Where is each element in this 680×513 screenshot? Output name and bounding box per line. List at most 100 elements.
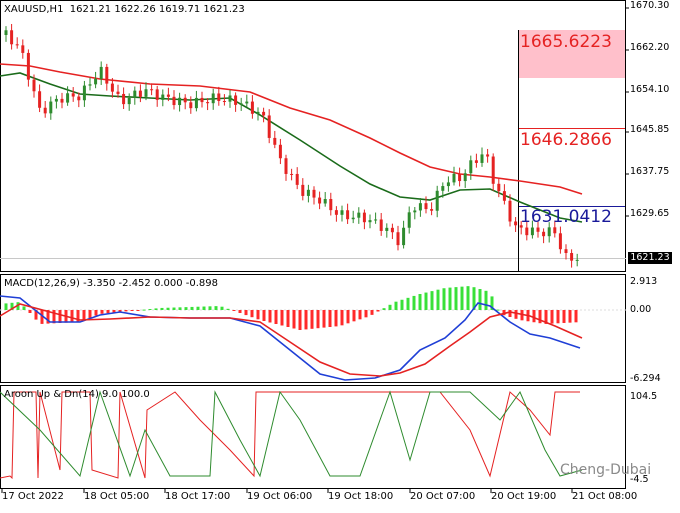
candle-body bbox=[26, 52, 30, 80]
histogram-bar bbox=[148, 309, 152, 310]
level-label-mid[interactable]: 1646.2866 bbox=[520, 130, 612, 150]
histogram-bar bbox=[544, 310, 548, 324]
candle-body bbox=[334, 210, 338, 215]
candle-body bbox=[424, 203, 428, 210]
candle-body bbox=[4, 30, 8, 35]
candle-body bbox=[413, 210, 417, 213]
histogram-bar bbox=[406, 297, 410, 310]
histogram-bar bbox=[574, 310, 578, 323]
histogram-bar bbox=[484, 290, 488, 310]
aroon-axis-label: -4.5 bbox=[630, 474, 649, 485]
candle-body bbox=[306, 189, 310, 196]
candle-body bbox=[402, 227, 406, 246]
macd-header: MACD(12,26,9) -3.350 -2.452 0.000 -0.898 bbox=[4, 278, 218, 289]
candle-body bbox=[385, 227, 389, 231]
candle-body bbox=[228, 95, 232, 102]
candle-body bbox=[239, 103, 243, 105]
candle-body bbox=[514, 221, 518, 226]
histogram-bar bbox=[556, 310, 560, 324]
candle-body bbox=[43, 107, 47, 114]
histogram-bar bbox=[550, 310, 554, 324]
macd-signal-line bbox=[0, 303, 583, 377]
level-label-top[interactable]: 1665.6223 bbox=[520, 32, 612, 52]
candle-body bbox=[390, 227, 394, 233]
candle-body bbox=[525, 227, 529, 236]
macd-axis-label: -6.294 bbox=[630, 373, 661, 384]
histogram-bar bbox=[334, 310, 338, 327]
watermark-text: Cheng-Dubai bbox=[560, 462, 652, 478]
histogram-bar bbox=[400, 299, 404, 310]
histogram-bar bbox=[310, 310, 314, 329]
candle-body bbox=[379, 219, 383, 231]
macd-pane[interactable] bbox=[0, 274, 626, 383]
price-axis-label: 1637.75 bbox=[630, 166, 670, 177]
macd-line bbox=[0, 295, 581, 381]
candle-body bbox=[116, 91, 120, 94]
candle-body bbox=[558, 233, 562, 250]
candle-body bbox=[295, 173, 299, 185]
histogram-bar bbox=[370, 310, 374, 315]
macd-histogram bbox=[4, 286, 578, 330]
histogram-bar bbox=[226, 308, 230, 310]
candle-body bbox=[77, 96, 81, 101]
candle-body bbox=[161, 94, 165, 100]
candle-body bbox=[60, 98, 64, 103]
candle-body bbox=[110, 83, 114, 92]
histogram-bar bbox=[508, 310, 512, 317]
candle-body bbox=[486, 154, 490, 157]
aroon-down-line bbox=[0, 390, 583, 478]
histogram-bar bbox=[562, 310, 566, 323]
price-pane[interactable] bbox=[0, 0, 626, 272]
candle-body bbox=[323, 199, 327, 204]
candle-body bbox=[71, 93, 75, 97]
histogram-bar bbox=[76, 310, 80, 323]
candle-body bbox=[435, 190, 439, 211]
histogram-bar bbox=[250, 310, 254, 318]
candle-body bbox=[211, 93, 215, 104]
candle-body bbox=[536, 227, 540, 232]
candle-body bbox=[38, 91, 42, 108]
candle-body bbox=[290, 173, 294, 175]
candle-body bbox=[396, 232, 400, 246]
aroon-header: Aroon Up & Dn(14) 9.0 100.0 bbox=[4, 389, 150, 400]
candle-body bbox=[318, 197, 322, 204]
histogram-bar bbox=[166, 307, 170, 310]
candlesticks bbox=[4, 23, 579, 268]
candle-body bbox=[519, 225, 523, 228]
histogram-bar bbox=[40, 310, 44, 324]
level-label-low[interactable]: 1631.0412 bbox=[520, 207, 612, 227]
candle-body bbox=[469, 160, 473, 174]
histogram-bar bbox=[244, 310, 248, 316]
candle-body bbox=[553, 227, 557, 234]
candle-body bbox=[480, 154, 484, 163]
histogram-bar bbox=[154, 308, 158, 310]
aroon-pane[interactable] bbox=[0, 385, 626, 489]
candle-body bbox=[10, 30, 14, 45]
histogram-bar bbox=[220, 306, 224, 310]
histogram-bar bbox=[376, 310, 380, 312]
histogram-bar bbox=[292, 310, 296, 329]
candle-body bbox=[329, 199, 333, 211]
histogram-bar bbox=[196, 306, 200, 310]
histogram-bar bbox=[172, 307, 176, 310]
candle-body bbox=[155, 89, 159, 100]
fast-moving-average bbox=[0, 72, 583, 223]
histogram-bar bbox=[118, 310, 122, 312]
histogram-bar bbox=[280, 310, 284, 326]
candle-body bbox=[284, 158, 288, 174]
candle-body bbox=[368, 220, 372, 223]
candle-body bbox=[357, 212, 361, 218]
histogram-bar bbox=[394, 301, 398, 310]
candle-body bbox=[273, 137, 277, 145]
histogram-bar bbox=[256, 310, 260, 320]
candle-body bbox=[189, 102, 193, 109]
candle-body bbox=[245, 101, 249, 104]
candle-body bbox=[346, 210, 350, 220]
histogram-bar bbox=[232, 310, 236, 311]
candle-body bbox=[82, 85, 86, 101]
histogram-bar bbox=[136, 310, 140, 311]
histogram-bar bbox=[268, 310, 272, 323]
candle-body bbox=[458, 173, 462, 182]
price-axis-label: 1645.85 bbox=[630, 124, 670, 135]
